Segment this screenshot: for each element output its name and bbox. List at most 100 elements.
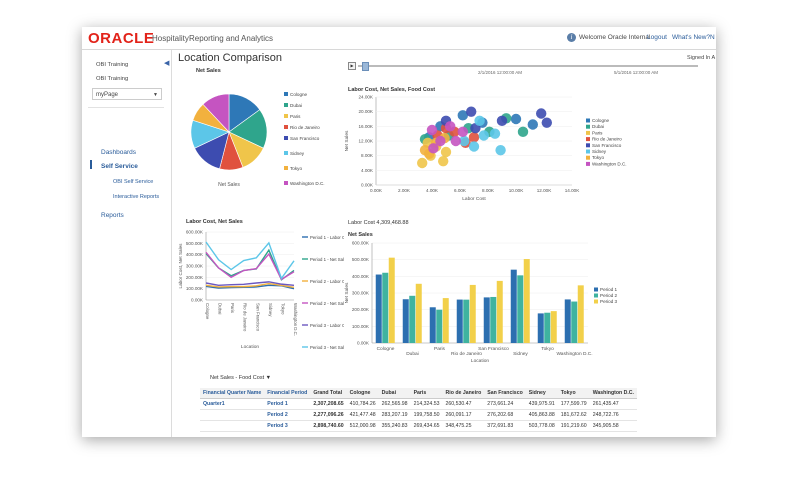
pie-legend-label-san-francisco: San Francisco: [290, 136, 320, 141]
pie-legend-label-tokyo: Tokyo: [290, 166, 302, 171]
scatter-point-san-francisco: [541, 117, 552, 128]
bar-sidney-period-3: [523, 259, 530, 343]
pie-slice-washington-d-c-: [202, 93, 230, 133]
bar-legend-swatch-period-3: [594, 299, 598, 304]
scatter-xlabel: Labor Cost: [462, 196, 486, 202]
pie-chart: Net Sales Cologne Dubai Paris Rio de Janeiro…: [190, 92, 325, 188]
scatter-x-tick: 0.00K: [370, 188, 383, 193]
nav-self-service[interactable]: Self Service: [101, 163, 138, 170]
pivot-column-header[interactable]: Financial Quarter Name: [200, 388, 265, 399]
nav-reports[interactable]: Reports: [101, 212, 124, 219]
collapse-sidebar-icon[interactable]: ◀: [164, 60, 170, 67]
scatter-legend-label-washington-d-c-: Washington D.C.: [592, 161, 627, 166]
pivot-column-header: Sidney: [525, 388, 558, 399]
pivot-value-cell: 503,778.08: [525, 420, 558, 432]
org-label: OBI Training: [96, 62, 129, 68]
pivot-period-cell[interactable]: Period 2: [264, 409, 311, 421]
pivot-quarter-cell[interactable]: Quarter1: [200, 398, 265, 410]
pivot-value-cell: 283,207.19: [378, 409, 411, 421]
pie-legend-label-washington-d-c-: Washington D.C.: [290, 181, 325, 186]
pivot-value-cell: 214,324.53: [410, 398, 443, 410]
bar-san-francisco-period-2: [490, 296, 497, 343]
pivot-column-header: San Francisco: [484, 388, 526, 399]
pivot-value-cell: 273,661.24: [484, 398, 526, 410]
pivot-column-header[interactable]: Financial Period: [264, 388, 311, 399]
line-series-period-2-net-sales: [205, 251, 295, 281]
time-slider[interactable]: ▶ 2/1/2016 12:00:00 AM 5/1/2016 12:00:00…: [348, 62, 708, 75]
scatter-point-sidney: [489, 128, 501, 139]
nav-dashboards[interactable]: Dashboards: [101, 149, 137, 156]
pivot-value-cell: 261,435.47: [589, 398, 637, 410]
line-series-period-2-labor-cost: [205, 282, 295, 288]
scatter-legend-swatch-san-francisco: [586, 143, 590, 148]
slider-thumb[interactable]: [362, 62, 369, 71]
scatter-legend-swatch-washington-d-c-: [586, 161, 590, 166]
pivot-value-cell: 405,863.88: [525, 409, 558, 421]
bar-paris-period-1: [429, 307, 436, 343]
more-link[interactable]: N: [710, 34, 715, 41]
pivot-value-cell: 2,898,740.60: [310, 420, 347, 432]
pie-legend-label-sidney: Sidney: [290, 151, 305, 156]
bar-y-tick: 500.00K: [352, 257, 370, 262]
bar-x-tick: Dubai: [406, 351, 419, 357]
pivot-period-cell[interactable]: Period 1: [264, 398, 311, 410]
nav-obi-self-service[interactable]: OBI Self Service: [113, 179, 154, 185]
pie-legend-label-cologne: Cologne: [290, 92, 308, 97]
line-series-period-3-labor-cost: [205, 281, 295, 286]
bar-washington-d-c--period-1: [564, 299, 571, 343]
scatter-legend-swatch-sidney: [586, 149, 590, 154]
nav-interactive-reports[interactable]: Interactive Reports: [113, 194, 160, 200]
bar-y-tick: 100.00K: [352, 324, 370, 329]
bar-tokyo-period-3: [550, 311, 557, 343]
bar-washington-d-c--period-3: [577, 285, 584, 343]
bar-dubai-period-3: [415, 283, 422, 343]
pivot-column-header: Washington D.C.: [589, 388, 637, 399]
scatter-y-tick: 20.00K: [358, 109, 373, 114]
slider-track[interactable]: [358, 65, 698, 67]
pivot-quarter-cell[interactable]: [200, 409, 265, 421]
pivot-selector-value: Net Sales - Food Cost: [210, 375, 265, 381]
play-icon[interactable]: ▶: [348, 62, 356, 70]
bar-legend-label-period-3: Period 3: [600, 299, 618, 304]
chevron-down-icon: ▼: [153, 92, 158, 98]
scatter-y-tick: 8.00K: [361, 153, 374, 158]
pivot-selector[interactable]: Net Sales - Food Cost ▼: [210, 375, 271, 381]
page-select-value: myPage: [96, 92, 119, 98]
line-series-period-3-net-sales: [205, 241, 295, 280]
pivot-value-cell: 181,672.62: [557, 409, 590, 421]
scatter-y-tick: 12.00K: [358, 139, 373, 144]
bar-y-tick: 300.00K: [352, 291, 370, 296]
page-title: Location Comparison: [178, 52, 282, 64]
bar-dubai-period-2: [409, 295, 416, 343]
scatter-legend-label-sidney: Sidney: [592, 149, 607, 154]
slider-end-label: 5/1/2016 12:00:00 AM: [614, 70, 659, 75]
line-legend-label: Period 3 - Net Sales: [310, 345, 344, 350]
scatter-point-washington-d-c-: [426, 124, 438, 136]
scatter-legend-label-cologne: Cologne: [592, 118, 610, 123]
logout-link[interactable]: Logout: [647, 34, 667, 41]
scatter-point-washington-d-c-: [445, 121, 456, 132]
bar-washington-d-c--period-2: [571, 301, 578, 343]
scatter-point-tokyo: [419, 144, 431, 156]
bar-sidney-period-1: [510, 269, 517, 343]
scatter-x-tick: 8.00K: [482, 188, 495, 193]
bar-rio-de-janeiro-period-2: [463, 299, 470, 343]
line-x-tick: Washington D.C.: [293, 303, 298, 336]
pivot-value-cell: 262,565.98: [378, 398, 411, 410]
pivot-row: Period 3 2,898,740.60 512,000.98 355,240.83…: [200, 420, 637, 432]
page-select[interactable]: myPage ▼: [92, 88, 162, 100]
bar-cologne-period-3: [388, 257, 395, 343]
scatter-point-sidney: [459, 135, 470, 147]
line-x-tick: Dubai: [218, 303, 223, 314]
pivot-quarter-cell[interactable]: [200, 420, 265, 432]
pie-legend-swatch-cologne: [284, 92, 288, 96]
app-name: Reporting and Analytics: [189, 34, 274, 43]
pivot-period-cell[interactable]: Period 3: [264, 420, 311, 432]
line-y-tick: 300.00K: [186, 264, 204, 269]
bar-chart-caption: Labor Cost 4,309,468.88: [348, 220, 409, 226]
whats-new-link[interactable]: What's New?: [672, 34, 711, 41]
scatter-legend-label-san-francisco: San Francisco: [592, 143, 622, 148]
info-icon[interactable]: i: [567, 33, 576, 42]
bar-y-tick: 200.00K: [352, 307, 370, 312]
line-legend-label: Period 3 - Labor Cost: [310, 323, 344, 328]
